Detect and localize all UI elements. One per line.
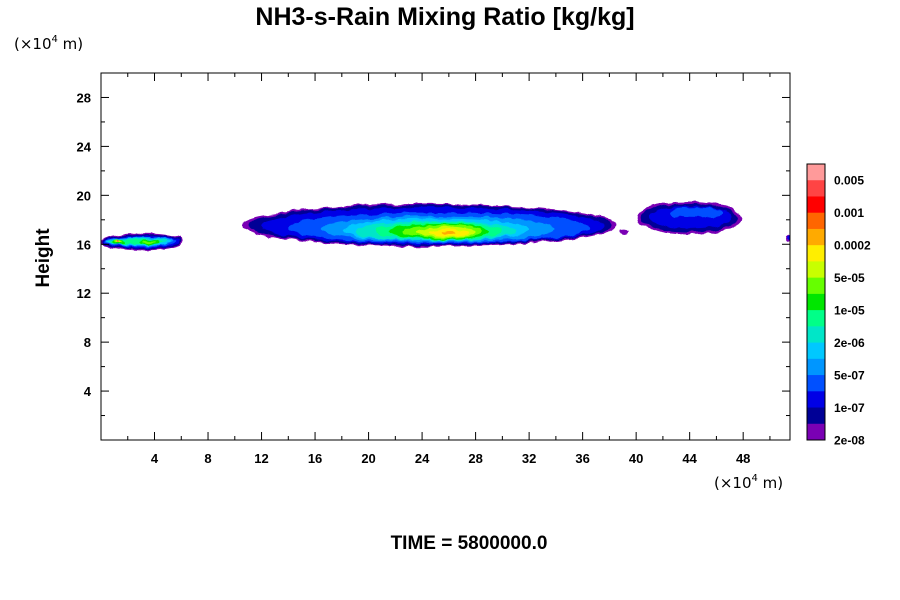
y-tick-label: 8 xyxy=(84,335,91,350)
colorbar-label: 2e-06 xyxy=(834,336,865,350)
x-tick-label: 36 xyxy=(575,451,589,466)
contour-blob xyxy=(787,236,790,241)
chart-title: NH3-s-Rain Mixing Ratio [kg/kg] xyxy=(255,3,634,31)
colorbar-swatch xyxy=(807,261,825,279)
colorbar-label: 5e-05 xyxy=(834,271,865,285)
colorbar-swatch xyxy=(807,375,825,392)
x-unit-label: (×104 m) xyxy=(714,473,783,492)
x-tick-label: 16 xyxy=(308,451,322,466)
y-tick-label: 24 xyxy=(77,139,92,154)
colorbar-swatch xyxy=(807,196,825,214)
colorbar-label: 0.0002 xyxy=(834,239,871,253)
contour-blob xyxy=(116,240,119,243)
x-tick-label: 40 xyxy=(629,451,643,466)
x-tick-label: 12 xyxy=(254,451,268,466)
x-tick-label: 20 xyxy=(361,451,375,466)
y-tick-label: 20 xyxy=(77,188,91,203)
colorbar-label: 0.001 xyxy=(834,206,864,220)
contour-blob xyxy=(620,229,629,235)
colorbar-swatch xyxy=(807,293,825,311)
x-tick-label: 4 xyxy=(151,451,159,466)
colorbar-label: 0.005 xyxy=(834,174,864,188)
colorbar-swatch xyxy=(807,277,825,295)
contour-blob xyxy=(141,240,156,244)
contour-blob xyxy=(669,207,724,218)
colorbar: 0.005 0.001 0.0002 5e-05 1e-05 2e-06 5e-07 1e-0… xyxy=(806,163,871,448)
colorbar-label: 1e-07 xyxy=(834,401,865,415)
colorbar-swatch xyxy=(807,164,825,181)
x-tick-label: 24 xyxy=(415,451,430,466)
colorbar-swatch xyxy=(807,423,825,441)
colorbar-swatch xyxy=(807,228,825,246)
y-axis-label: Height xyxy=(33,228,54,288)
colorbar-swatch xyxy=(807,180,825,197)
plot-frame xyxy=(100,72,791,441)
colorbar-swatch xyxy=(807,326,825,344)
colorbar-label: 2e-08 xyxy=(834,434,865,448)
colorbar-swatch xyxy=(807,342,825,360)
colorbar-swatch xyxy=(807,358,825,376)
colorbar-swatch xyxy=(807,212,825,230)
y-unit-label: (×104 m) xyxy=(14,34,83,53)
colorbar-swatch xyxy=(807,407,825,425)
x-tick-label: 48 xyxy=(736,451,750,466)
time-label: TIME = 5800000.0 xyxy=(391,533,548,554)
colorbar-label: 5e-07 xyxy=(834,369,865,383)
y-tick-label: 28 xyxy=(77,90,91,105)
colorbar-swatch xyxy=(807,245,825,262)
y-tick-label: 4 xyxy=(84,384,92,399)
y-tick-label: 12 xyxy=(77,286,91,301)
x-tick-label: 8 xyxy=(204,451,211,466)
colorbar-swatch xyxy=(807,310,825,327)
colorbar-label: 1e-05 xyxy=(834,304,865,318)
x-tick-label: 32 xyxy=(522,451,536,466)
colorbar-swatch xyxy=(807,391,825,409)
contour-blob xyxy=(442,232,456,235)
y-tick-label: 16 xyxy=(77,237,91,252)
data-layer xyxy=(101,201,790,251)
x-tick-label: 44 xyxy=(682,451,697,466)
colorbar-frame xyxy=(806,163,826,441)
x-tick-label: 28 xyxy=(468,451,482,466)
